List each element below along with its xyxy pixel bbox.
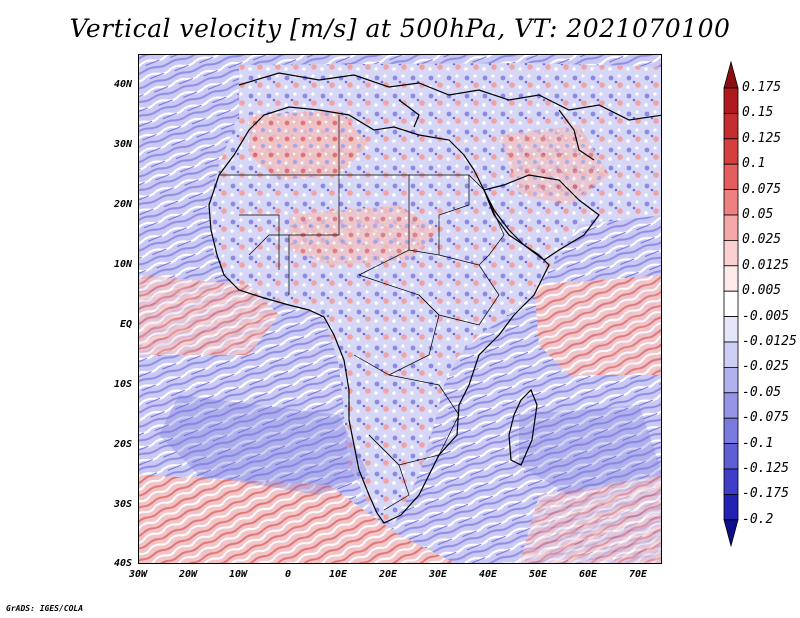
colorbar-label: -0.075 bbox=[742, 410, 789, 426]
colorbar-arrow-top bbox=[723, 60, 739, 89]
warm-patch-south-indian bbox=[519, 475, 661, 563]
colorbar-label: 0.075 bbox=[742, 181, 782, 197]
colorbar-box bbox=[723, 87, 739, 114]
colorbar-box bbox=[723, 392, 739, 419]
colorbar-label: -0.025 bbox=[742, 359, 789, 375]
colorbar-box bbox=[723, 189, 739, 216]
colorbar-box bbox=[723, 443, 739, 470]
colorbar-arrow-bottom bbox=[723, 519, 739, 548]
vertical-velocity-field bbox=[139, 55, 661, 563]
cool-patch-south-atlantic bbox=[159, 395, 369, 495]
colorbar-box bbox=[723, 468, 739, 495]
colorbar-box bbox=[723, 493, 739, 521]
lat-label-20s: 20S bbox=[113, 439, 132, 450]
colorbar-label: 0.175 bbox=[742, 80, 782, 95]
colorbar-label: 0.05 bbox=[742, 207, 774, 222]
colorbar-box bbox=[723, 163, 739, 190]
lat-label-40n: 40N bbox=[113, 79, 132, 90]
lon-label-30e: 30E bbox=[428, 569, 448, 580]
chart-title: Vertical velocity [m/s] at 500hPa, VT: 2… bbox=[69, 14, 731, 43]
colorbar-label: -0.05 bbox=[742, 384, 782, 400]
colorbar-label: 0.125 bbox=[742, 130, 782, 146]
lon-label-20w: 20W bbox=[178, 569, 198, 580]
lat-label-30n: 30N bbox=[113, 139, 132, 150]
country-borders bbox=[219, 115, 505, 511]
warm-patch-sahel bbox=[289, 205, 439, 265]
colorbar-label: -0.125 bbox=[742, 461, 789, 476]
lon-label-60e: 60E bbox=[578, 569, 598, 580]
lon-label-70e: 70E bbox=[628, 569, 648, 580]
colorbar-box bbox=[723, 366, 739, 394]
colorbar-box bbox=[723, 341, 739, 368]
colorbar-label: 0.15 bbox=[742, 105, 774, 121]
colorbar-label: -0.0125 bbox=[742, 334, 797, 349]
colorbar-box bbox=[723, 417, 739, 445]
colorbar-label: 0.1 bbox=[742, 156, 766, 172]
colorbar-label: 0.025 bbox=[742, 232, 782, 248]
warm-patch-southern-ocean bbox=[139, 475, 455, 563]
lon-label-30w: 30W bbox=[128, 569, 148, 580]
lat-label-10n: 10N bbox=[113, 259, 132, 270]
lon-label-0: 0 bbox=[284, 569, 292, 580]
lon-label-10w: 10W bbox=[228, 569, 248, 580]
lat-label-30s: 30S bbox=[113, 499, 132, 510]
colorbar-label: 0.0125 bbox=[742, 257, 789, 273]
warm-patch-indian-ocean bbox=[534, 275, 661, 375]
lat-label-40s: 40S bbox=[113, 558, 132, 569]
lat-label-20n: 20N bbox=[113, 199, 132, 210]
lon-label-20e: 20E bbox=[378, 569, 398, 580]
colorbar-box bbox=[723, 316, 739, 343]
map-panel bbox=[138, 54, 662, 564]
lon-label-50e: 50E bbox=[528, 569, 548, 580]
colorbar-box bbox=[723, 113, 739, 140]
lat-label-10s: 10S bbox=[113, 379, 132, 390]
lon-label-10e: 10E bbox=[328, 569, 348, 580]
lat-label-eq: EQ bbox=[119, 319, 132, 330]
coastlines bbox=[208, 72, 661, 524]
colorbar-box bbox=[723, 138, 739, 165]
colorbar-label: 0.005 bbox=[742, 283, 782, 299]
colorbar-label: -0.2 bbox=[742, 511, 774, 527]
colorbar-box bbox=[723, 239, 739, 267]
warm-patch-atlantic bbox=[139, 275, 279, 355]
lon-label-40e: 40E bbox=[478, 569, 498, 580]
colorbar-label: -0.1 bbox=[742, 435, 774, 451]
colorbar-box bbox=[723, 290, 739, 317]
colorbar-box bbox=[723, 214, 739, 241]
colorbar-box bbox=[723, 265, 739, 292]
grads-credit: GrADS: IGES/COLA bbox=[6, 604, 84, 613]
cool-patch-madagascar-sea bbox=[519, 405, 661, 495]
colorbar bbox=[723, 60, 739, 548]
colorbar-label: -0.175 bbox=[742, 486, 789, 502]
warm-patch-arabia bbox=[499, 125, 609, 205]
colorbar-label: -0.005 bbox=[742, 308, 789, 324]
